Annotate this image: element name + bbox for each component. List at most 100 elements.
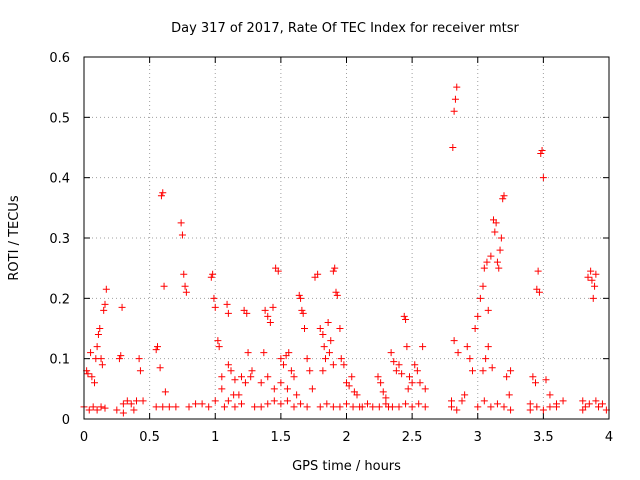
data-point (402, 400, 410, 408)
axis-ticks: 0 0.5 1 1.5 2 2.5 3 3.5 4 0 0.1 0.2 0.3 0.4 0.5 0.6 (49, 51, 613, 445)
data-point (266, 318, 274, 326)
data-point (402, 315, 410, 323)
data-point (546, 391, 554, 399)
data-point (295, 291, 303, 299)
data-point (88, 373, 96, 381)
data-point (403, 343, 411, 351)
data-point (185, 403, 193, 411)
data-point (479, 367, 487, 375)
data-point (303, 403, 311, 411)
data-point (382, 394, 390, 402)
data-point (476, 294, 484, 302)
data-point (231, 403, 239, 411)
data-point (579, 397, 587, 405)
data-point (584, 273, 592, 281)
y-tick-label: 0.2 (49, 292, 70, 307)
data-point (159, 189, 167, 197)
data-point (421, 403, 429, 411)
data-point (101, 404, 109, 412)
data-point (161, 388, 169, 396)
data-point (388, 403, 396, 411)
data-point (493, 400, 501, 408)
data-point (96, 325, 104, 332)
data-point (395, 361, 403, 369)
data-point (448, 397, 455, 405)
data-point (211, 397, 219, 405)
data-point (505, 391, 513, 399)
data-point (293, 391, 301, 399)
data-point (198, 400, 206, 408)
data-point (469, 367, 476, 375)
data-point (379, 388, 387, 396)
data-point (165, 403, 173, 411)
x-tick-label: 1.5 (271, 430, 292, 445)
data-point (408, 403, 416, 411)
data-point (497, 234, 505, 242)
data-point (177, 219, 185, 227)
data-point (101, 300, 109, 308)
data-point (244, 349, 252, 357)
data-point (214, 337, 222, 345)
data-point (395, 403, 403, 411)
data-point (264, 373, 272, 381)
data-point (374, 373, 382, 381)
data-point (152, 403, 160, 411)
data-point (115, 355, 123, 363)
data-point (500, 403, 508, 411)
data-point (251, 403, 259, 411)
data-point (592, 270, 600, 278)
data-point (159, 403, 167, 411)
data-point (130, 406, 138, 414)
data-point (491, 228, 499, 236)
data-point (526, 406, 534, 414)
data-point (581, 403, 589, 411)
data-point (93, 343, 101, 351)
data-point (495, 264, 503, 272)
data-point (329, 361, 337, 369)
data-point (546, 403, 554, 411)
data-point (290, 403, 298, 411)
data-point (290, 373, 298, 381)
data-point (451, 95, 459, 103)
data-point (382, 400, 390, 408)
data-point (231, 376, 239, 384)
data-point (308, 385, 316, 393)
data-point (181, 282, 189, 290)
x-tick-label: 3.5 (533, 430, 554, 445)
data-point (102, 285, 110, 293)
data-point (480, 397, 488, 405)
data-point (448, 403, 455, 411)
data-point (261, 306, 269, 314)
data-point (139, 397, 147, 405)
data-point (285, 349, 293, 357)
data-points (80, 83, 610, 417)
plot-frame (83, 56, 610, 420)
data-point (264, 400, 272, 408)
y-axis-label: ROTI / TECUs (7, 195, 22, 280)
data-point (283, 397, 291, 405)
data-point (411, 361, 419, 369)
data-point (375, 403, 383, 411)
data-point (450, 107, 458, 115)
data-point (211, 303, 219, 311)
data-point (117, 352, 125, 360)
y-tick-label: 0 (62, 413, 70, 428)
data-point (136, 367, 144, 375)
data-point (299, 309, 307, 317)
data-point (243, 309, 251, 317)
data-point (324, 318, 332, 326)
data-point (123, 397, 131, 405)
data-point (539, 174, 547, 182)
data-point (390, 358, 398, 366)
data-point (466, 355, 474, 363)
data-point (269, 303, 277, 311)
y-tick-label: 0.5 (49, 111, 70, 126)
data-point (119, 409, 127, 417)
data-point (487, 252, 495, 260)
data-point (587, 267, 595, 275)
data-point (283, 385, 291, 393)
data-point (210, 294, 218, 302)
x-axis-label: GPS time / hours (292, 459, 401, 474)
data-point (280, 361, 287, 369)
